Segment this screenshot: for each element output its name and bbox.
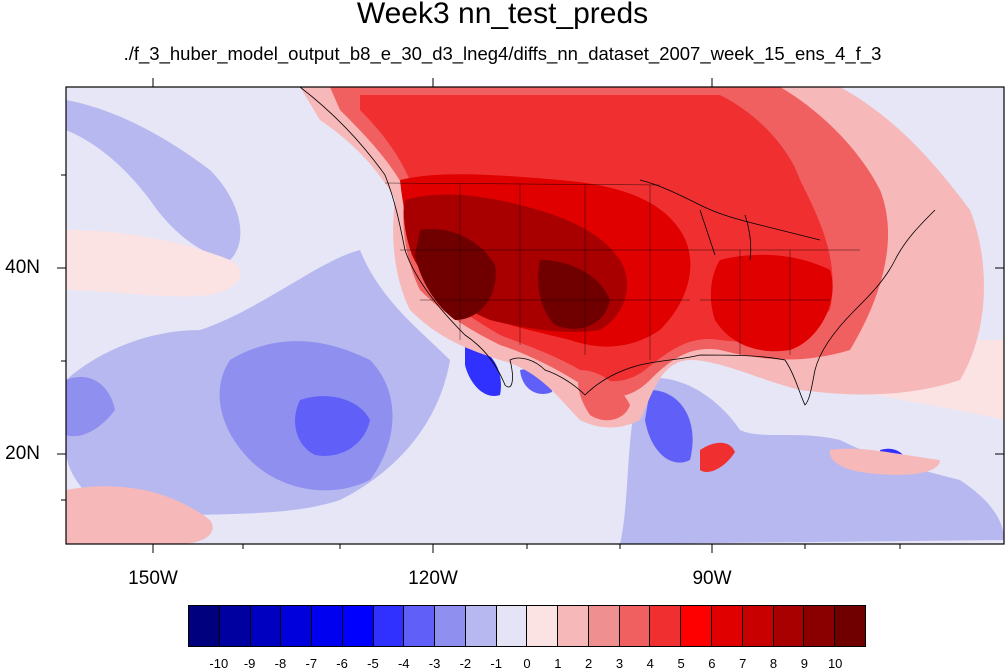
colorbar-label: 3: [615, 656, 624, 671]
coastline: [299, 87, 936, 406]
colorbar-label: -6: [336, 656, 348, 671]
colorbar-label: 5: [677, 656, 685, 671]
red-anomaly-region: [538, 260, 610, 329]
colorbar-cell: [281, 606, 313, 646]
colorbar-cell: [681, 606, 713, 646]
colorbar-label: 6: [708, 656, 716, 671]
blue-anomaly-region: [66, 376, 115, 437]
colorbar-label: 2: [585, 656, 593, 671]
colorbar-label: -3: [428, 656, 441, 671]
red-anomaly-region: [578, 370, 630, 421]
colorbar-cell: [712, 606, 743, 646]
colorbar-cell: [404, 606, 436, 646]
colorbar-cell: [835, 606, 865, 646]
colorbar-cell: [373, 606, 405, 646]
blue-anomaly-region: [66, 100, 241, 260]
blue-anomaly-region: [645, 390, 693, 463]
colorbar-cell: [527, 606, 559, 646]
colorbar-cell: [558, 606, 589, 646]
red-anomaly-region: [66, 230, 241, 297]
blue-anomaly-region: [620, 378, 1004, 544]
colorbar-label: 4: [646, 656, 654, 671]
colorbar: [188, 605, 866, 647]
map-title: Week3 nn_test_preds: [356, 0, 649, 30]
colorbar-label: -7: [305, 656, 318, 671]
colorbar-label: 8: [769, 656, 778, 671]
colorbar-cell: [342, 606, 374, 646]
political-borders: [384, 182, 860, 360]
colorbar-cell: [742, 606, 774, 646]
land-anomaly-field: [300, 87, 984, 428]
red-anomaly-region: [700, 442, 735, 472]
plot-frame: [65, 86, 1005, 545]
colorbar-label: 1: [554, 656, 562, 671]
colorbar-cell: [219, 606, 251, 646]
red-anomaly-region: [710, 254, 833, 352]
colorbar-cell: [804, 606, 836, 646]
blue-anomaly-region: [465, 345, 501, 396]
colorbar-label: -9: [243, 656, 256, 671]
colorbar-label: -10: [209, 656, 229, 671]
red-anomaly-region: [415, 229, 496, 320]
colorbar-cell: [465, 606, 497, 646]
lon-label-90w: 90W: [692, 568, 732, 589]
colorbar-label: 7: [739, 656, 747, 671]
colorbar-cell: [435, 606, 466, 646]
colorbar-label: 0: [523, 656, 531, 671]
map-plot: [57, 78, 1005, 553]
red-anomaly-region: [829, 448, 940, 475]
colorbar-cell: [588, 606, 620, 646]
colorbar-cell: [773, 606, 805, 646]
blue-anomaly-region: [295, 396, 370, 456]
colorbar-label: -1: [490, 656, 502, 671]
colorbar-cell: [189, 606, 220, 646]
colorbar-cell: [496, 606, 528, 646]
axis-ticks: [57, 78, 1004, 553]
colorbar-label: -4: [397, 656, 410, 671]
colorbar-cell: [312, 606, 343, 646]
colorbar-label: 9: [800, 656, 808, 671]
colorbar-label: -2: [459, 656, 472, 671]
colorbar-label: -5: [367, 656, 379, 671]
colorbar-label: -8: [274, 656, 287, 671]
lat-label-40n: 40N: [5, 257, 40, 278]
red-anomaly-region: [66, 486, 213, 544]
colorbar-cell: [650, 606, 682, 646]
lon-label-150w: 150W: [128, 568, 178, 589]
lon-label-120w: 120W: [408, 568, 458, 589]
colorbar-cell: [250, 606, 282, 646]
colorbar-cell: [619, 606, 651, 646]
map-subtitle: ./f_3_huber_model_output_b8_e_30_d3_lneg…: [123, 43, 882, 64]
lat-label-20n: 20N: [5, 443, 40, 464]
colorbar-label: 10: [827, 656, 843, 671]
